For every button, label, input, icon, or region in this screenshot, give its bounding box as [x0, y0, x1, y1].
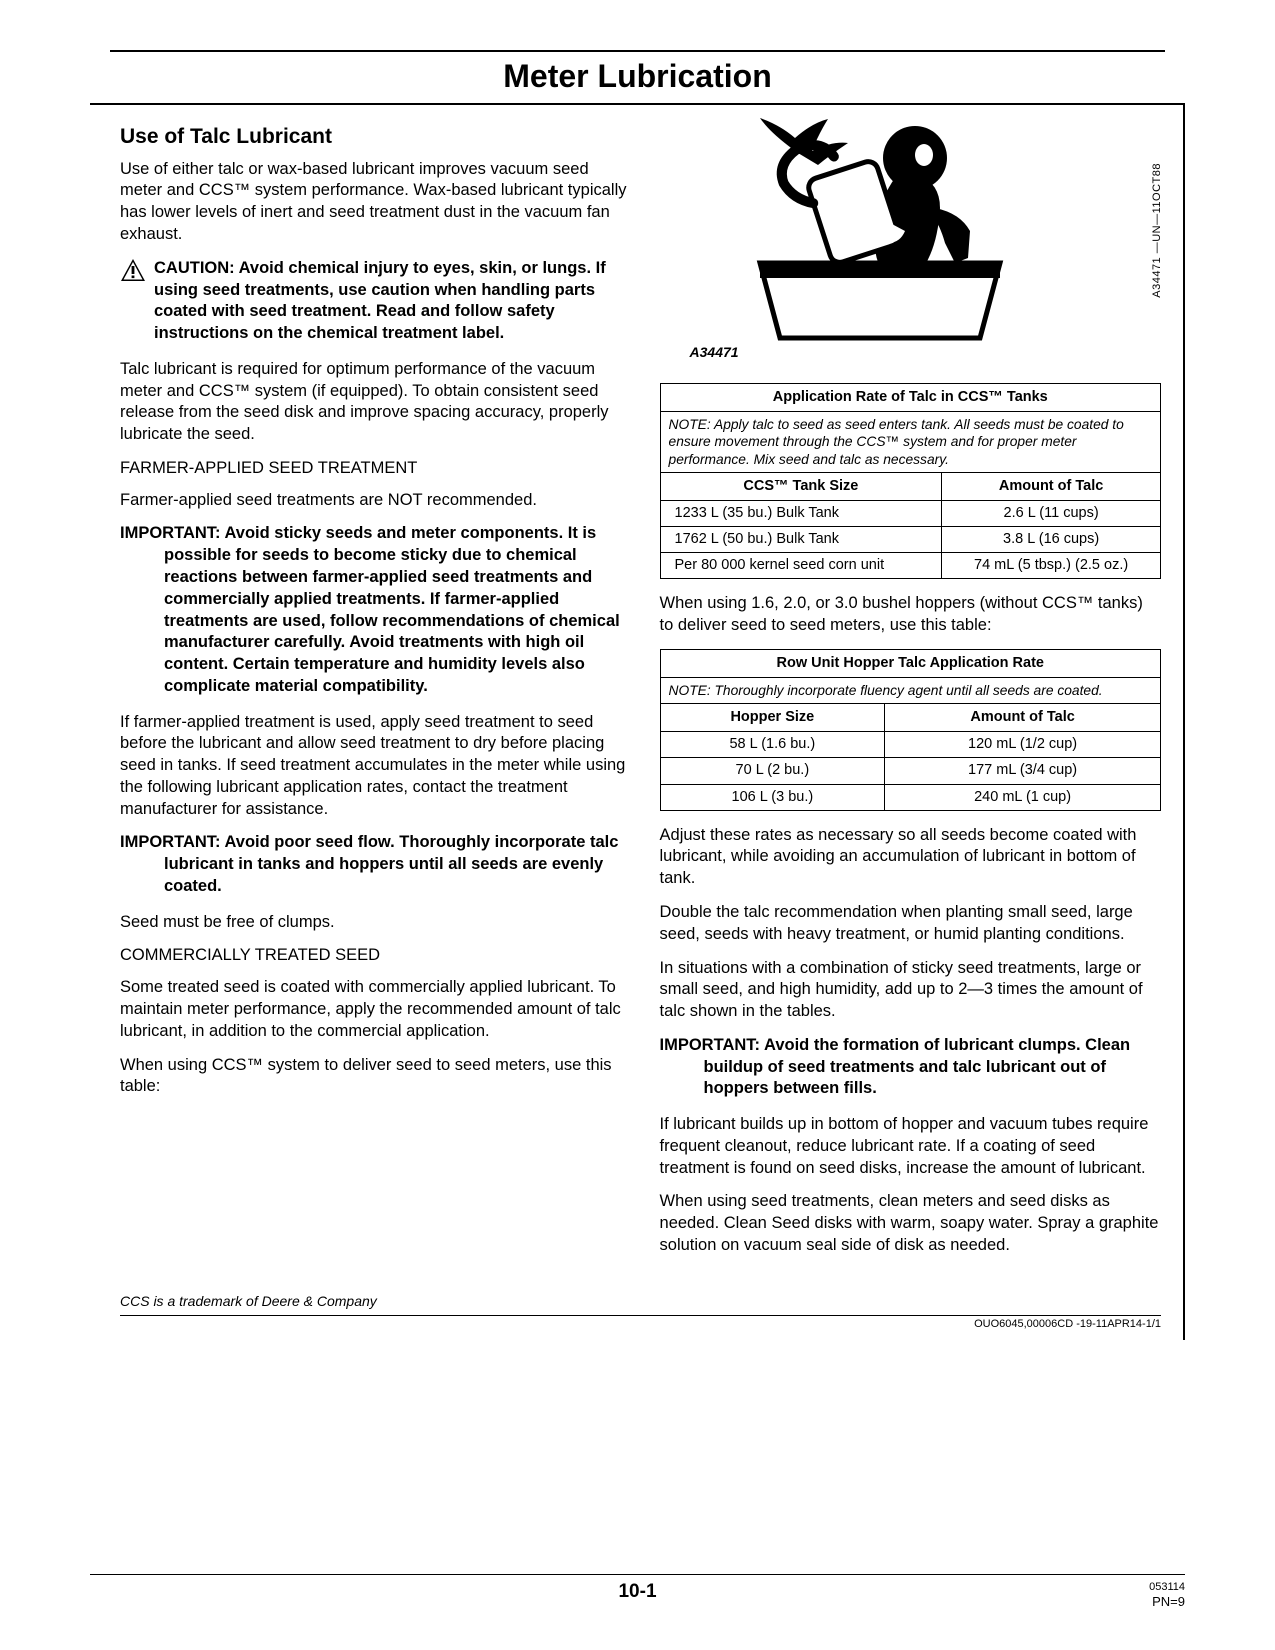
important-sticky: IMPORTANT: Avoid sticky seeds and meter …	[120, 523, 632, 697]
farmer-paragraph: Farmer-applied seed treatments are NOT r…	[120, 490, 632, 512]
important-sticky-text: Avoid sticky seeds and meter components.…	[164, 524, 620, 694]
right-column: A34471 A34471 —UN—11OCT88 Application Ra…	[660, 123, 1161, 1269]
table1-r2c0: Per 80 000 kernel seed corn unit	[660, 553, 942, 579]
vertical-ref: A34471 —UN—11OCT88	[1150, 163, 1165, 298]
footer-page-number: 10-1	[618, 1581, 656, 1603]
caution-block: CAUTION: Avoid chemical injury to eyes, …	[120, 258, 632, 345]
table1-r1c1: 3.8 L (16 cups)	[942, 527, 1161, 553]
section-heading: Use of Talc Lubricant	[120, 123, 632, 151]
warning-icon	[120, 258, 146, 345]
table2-r0c0: 58 L (1.6 bu.)	[660, 732, 885, 758]
table1-r2c1: 74 mL (5 tbsp.) (2.5 oz.)	[942, 553, 1161, 579]
commercial-paragraph-2: When using CCS™ system to deliver seed t…	[120, 1055, 632, 1099]
talc-required-paragraph: Talc lubricant is required for optimum p…	[120, 359, 632, 446]
commercial-subhead: COMMERCIALLY TREATED SEED	[120, 945, 632, 967]
adjust-paragraph: Adjust these rates as necessary so all s…	[660, 825, 1161, 890]
if-farmer-paragraph: If farmer-applied treatment is used, app…	[120, 712, 632, 821]
hopper-table: Row Unit Hopper Talc Application Rate NO…	[660, 649, 1161, 811]
page-footer: 10-1 053114 PN=9	[90, 1574, 1185, 1610]
left-column: Use of Talc Lubricant Use of either talc…	[120, 123, 632, 1269]
footer-pn: PN=9	[1149, 1594, 1185, 1610]
commercial-paragraph-1: Some treated seed is coated with commerc…	[120, 977, 632, 1042]
table2-note: NOTE: Thoroughly incorporate fluency age…	[660, 677, 1160, 703]
table1-title: Application Rate of Talc in CCS™ Tanks	[660, 384, 1160, 412]
hoppers-paragraph: When using 1.6, 2.0, or 3.0 bushel hoppe…	[660, 593, 1161, 637]
table2-title: Row Unit Hopper Talc Application Rate	[660, 649, 1160, 677]
clean-paragraph: When using seed treatments, clean meters…	[660, 1191, 1161, 1256]
table2-r1c0: 70 L (2 bu.)	[660, 758, 885, 784]
table2-r2c1: 240 mL (1 cup)	[885, 784, 1161, 810]
important-label: IMPORTANT:	[120, 833, 221, 851]
intro-paragraph: Use of either talc or wax-based lubrican…	[120, 159, 632, 246]
table1-col1: Amount of Talc	[942, 472, 1161, 500]
important-clumps: IMPORTANT: Avoid the formation of lubric…	[660, 1035, 1161, 1100]
table1-col0: CCS™ Tank Size	[660, 472, 942, 500]
farmer-subhead: FARMER-APPLIED SEED TREATMENT	[120, 458, 632, 480]
double-paragraph: Double the talc recommendation when plan…	[660, 902, 1161, 946]
table1-r1c0: 1762 L (50 bu.) Bulk Tank	[660, 527, 942, 553]
table1-r0c0: 1233 L (35 bu.) Bulk Tank	[660, 500, 942, 526]
caution-text: CAUTION: Avoid chemical injury to eyes, …	[154, 258, 632, 345]
important-clumps-text: Avoid the formation of lubricant clumps.…	[704, 1036, 1131, 1098]
table2-r1c1: 177 mL (3/4 cup)	[885, 758, 1161, 784]
table2-col1: Amount of Talc	[885, 704, 1161, 732]
illustration-box: A34471 A34471 —UN—11OCT88	[660, 123, 1161, 363]
footer-small-code: 053114	[1149, 1581, 1185, 1594]
buildup-paragraph: If lubricant builds up in bottom of hopp…	[660, 1114, 1161, 1179]
combo-paragraph: In situations with a combination of stic…	[660, 958, 1161, 1023]
ccs-tank-table: Application Rate of Talc in CCS™ Tanks N…	[660, 383, 1161, 579]
illustration-ref: A34471	[690, 343, 739, 361]
clumps-paragraph: Seed must be free of clumps.	[120, 912, 632, 934]
important-poor-text: Avoid poor seed flow. Thoroughly incorpo…	[164, 833, 618, 895]
pour-talc-illustration	[700, 113, 1060, 348]
important-label: IMPORTANT:	[120, 524, 221, 542]
table1-r0c1: 2.6 L (11 cups)	[942, 500, 1161, 526]
content-frame: Use of Talc Lubricant Use of either talc…	[90, 103, 1185, 1340]
important-label: IMPORTANT:	[660, 1036, 761, 1054]
table2-col0: Hopper Size	[660, 704, 885, 732]
important-poor-flow: IMPORTANT: Avoid poor seed flow. Thoroug…	[120, 832, 632, 897]
document-reference: OUO6045,00006CD -19-11APR14-1/1	[120, 1315, 1161, 1330]
page-title: Meter Lubrication	[90, 58, 1185, 103]
table2-r2c0: 106 L (3 bu.)	[660, 784, 885, 810]
table1-note: NOTE: Apply talc to seed as seed enters …	[660, 412, 1160, 473]
trademark-note: CCS is a trademark of Deere & Company	[120, 1293, 1161, 1309]
table2-r0c1: 120 mL (1/2 cup)	[885, 732, 1161, 758]
